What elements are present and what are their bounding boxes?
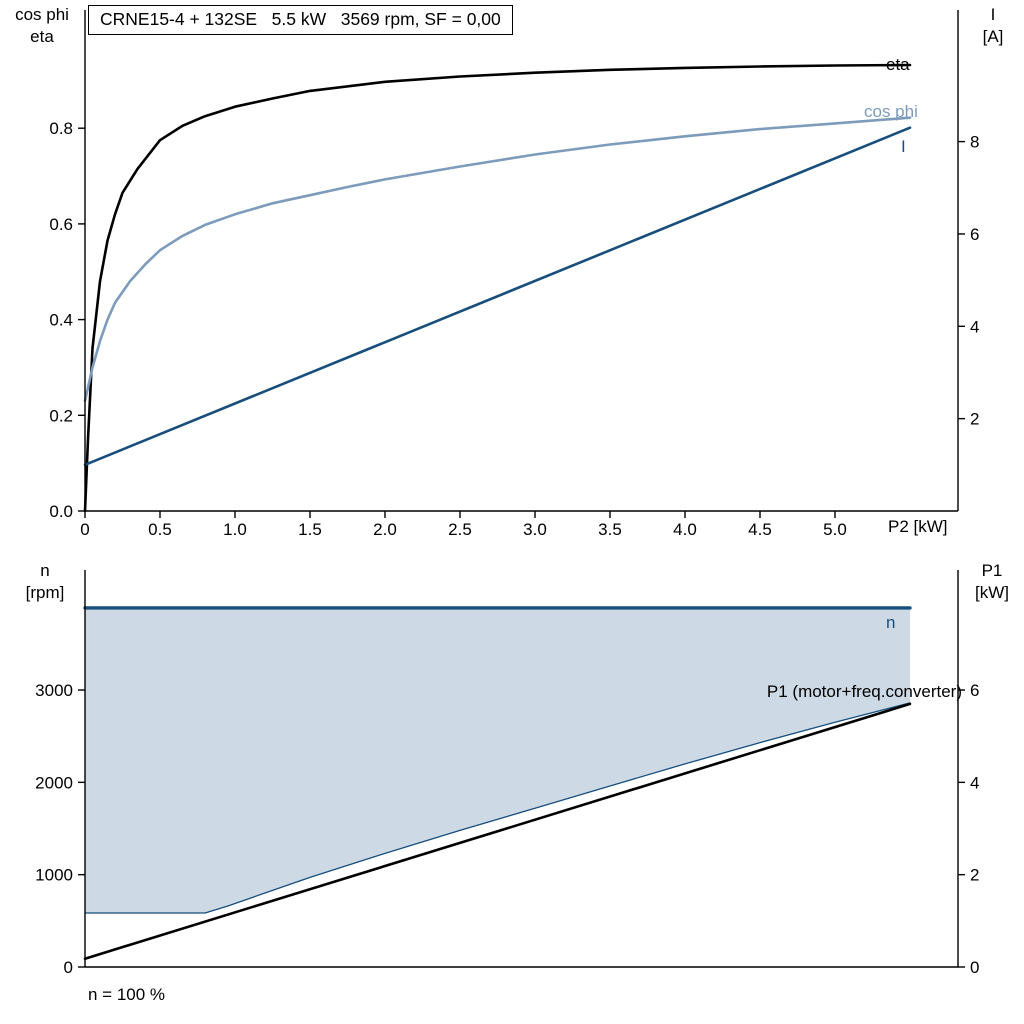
y-left-tick-label: 0 — [64, 958, 73, 977]
x-tick-label: 4.0 — [673, 520, 697, 539]
left-axis-label-rpm-unit: [rpm] — [25, 583, 65, 602]
y-left-tick-label: 2000 — [35, 773, 73, 792]
x-axis-label-p2: P2 [kW] — [888, 517, 948, 536]
min-speed-curve — [84, 702, 911, 914]
right-axis-label-p1: P1 — [981, 561, 1003, 580]
y-right-tick-label: 6 — [970, 225, 979, 244]
bottom-right-axis-title: P1 [kW] — [962, 560, 1022, 604]
curve-label-cos-phi: cos phi — [864, 102, 918, 121]
y-right-tick-label: 4 — [970, 773, 979, 792]
x-tick-label: 0.5 — [148, 520, 172, 539]
y-left-tick-label: 0.0 — [49, 502, 73, 521]
chart-title-box: CRNE15-4 + 132SE 5.5 kW 3569 rpm, SF = 0… — [88, 5, 513, 35]
y-left-tick-label: 0.8 — [49, 119, 73, 138]
y-right-tick-label: 0 — [970, 958, 979, 977]
x-tick-label: 4.5 — [748, 520, 772, 539]
speed-annotation: n = 100 % — [88, 985, 166, 1004]
x-tick-label: 3.5 — [598, 520, 622, 539]
left-axis-label-cosphi: cos phi — [15, 5, 69, 24]
x-tick-label: 1.0 — [223, 520, 247, 539]
y-right-tick-label: 2 — [970, 410, 979, 429]
curve-label-n: n — [886, 613, 896, 632]
p1-motor-freq-converter--curve — [83, 702, 912, 961]
x-tick-label: 2.0 — [373, 520, 397, 539]
speed-range-area — [85, 607, 910, 913]
x-tick-label: 3.0 — [523, 520, 547, 539]
i-curve — [83, 126, 912, 467]
eta-curve — [83, 63, 912, 513]
right-axis-label-current: I — [990, 5, 996, 24]
y-left-tick-label: 3000 — [35, 681, 73, 700]
curve-label-eta: eta — [886, 55, 910, 74]
right-axis-label-kw-unit: [kW] — [975, 583, 1009, 602]
y-right-tick-label: 2 — [970, 866, 979, 885]
x-tick-label: 1.5 — [298, 520, 322, 539]
cos-phi-curve — [83, 116, 912, 403]
x-tick-label: 2.5 — [448, 520, 472, 539]
x-tick-label: 5.0 — [823, 520, 847, 539]
top-right-axis-title: I [A] — [965, 4, 1021, 48]
y-left-tick-label: 0.2 — [49, 406, 73, 425]
y-right-tick-label: 8 — [970, 133, 979, 152]
y-left-tick-label: 0.6 — [49, 215, 73, 234]
curve-label-p1-motor-freq-converter: P1 (motor+freq.converter) — [766, 682, 962, 701]
curve-label-current: I — [901, 137, 906, 156]
y-left-tick-label: 0.4 — [49, 311, 73, 330]
left-axis-label-eta: eta — [30, 27, 54, 46]
right-axis-label-amps-unit: [A] — [982, 27, 1004, 46]
top-left-axis-title: cos phi eta — [2, 4, 82, 48]
bottom-left-axis-title: n [rpm] — [6, 560, 84, 604]
y-left-tick-label: 1000 — [35, 866, 73, 885]
x-tick-label: 0 — [80, 520, 89, 539]
y-right-tick-label: 6 — [970, 681, 979, 700]
left-axis-label-n: n — [40, 561, 50, 580]
y-right-tick-label: 4 — [970, 317, 979, 336]
